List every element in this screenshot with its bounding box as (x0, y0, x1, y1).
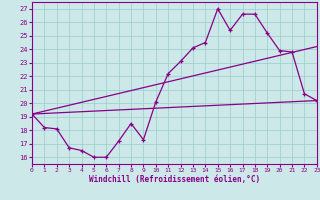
X-axis label: Windchill (Refroidissement éolien,°C): Windchill (Refroidissement éolien,°C) (89, 175, 260, 184)
